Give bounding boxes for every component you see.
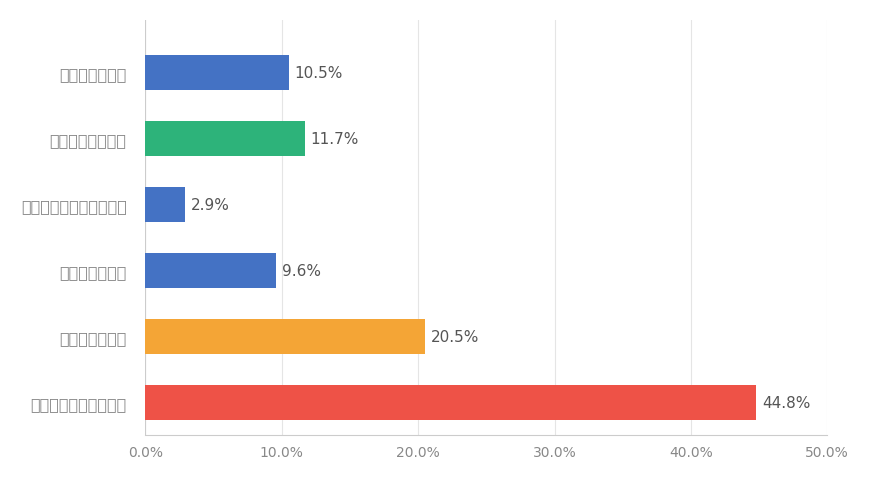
Bar [145, 188, 185, 222]
Text: 2.9%: 2.9% [190, 198, 229, 213]
Bar [145, 254, 276, 288]
Text: 11.7%: 11.7% [310, 132, 358, 147]
Text: 10.5%: 10.5% [294, 66, 342, 81]
Text: 44.8%: 44.8% [761, 395, 809, 410]
Bar [145, 122, 305, 156]
Bar [145, 385, 755, 420]
Bar [145, 56, 289, 91]
Text: 9.6%: 9.6% [282, 264, 321, 278]
Bar [145, 320, 425, 354]
Text: 20.5%: 20.5% [430, 329, 478, 344]
